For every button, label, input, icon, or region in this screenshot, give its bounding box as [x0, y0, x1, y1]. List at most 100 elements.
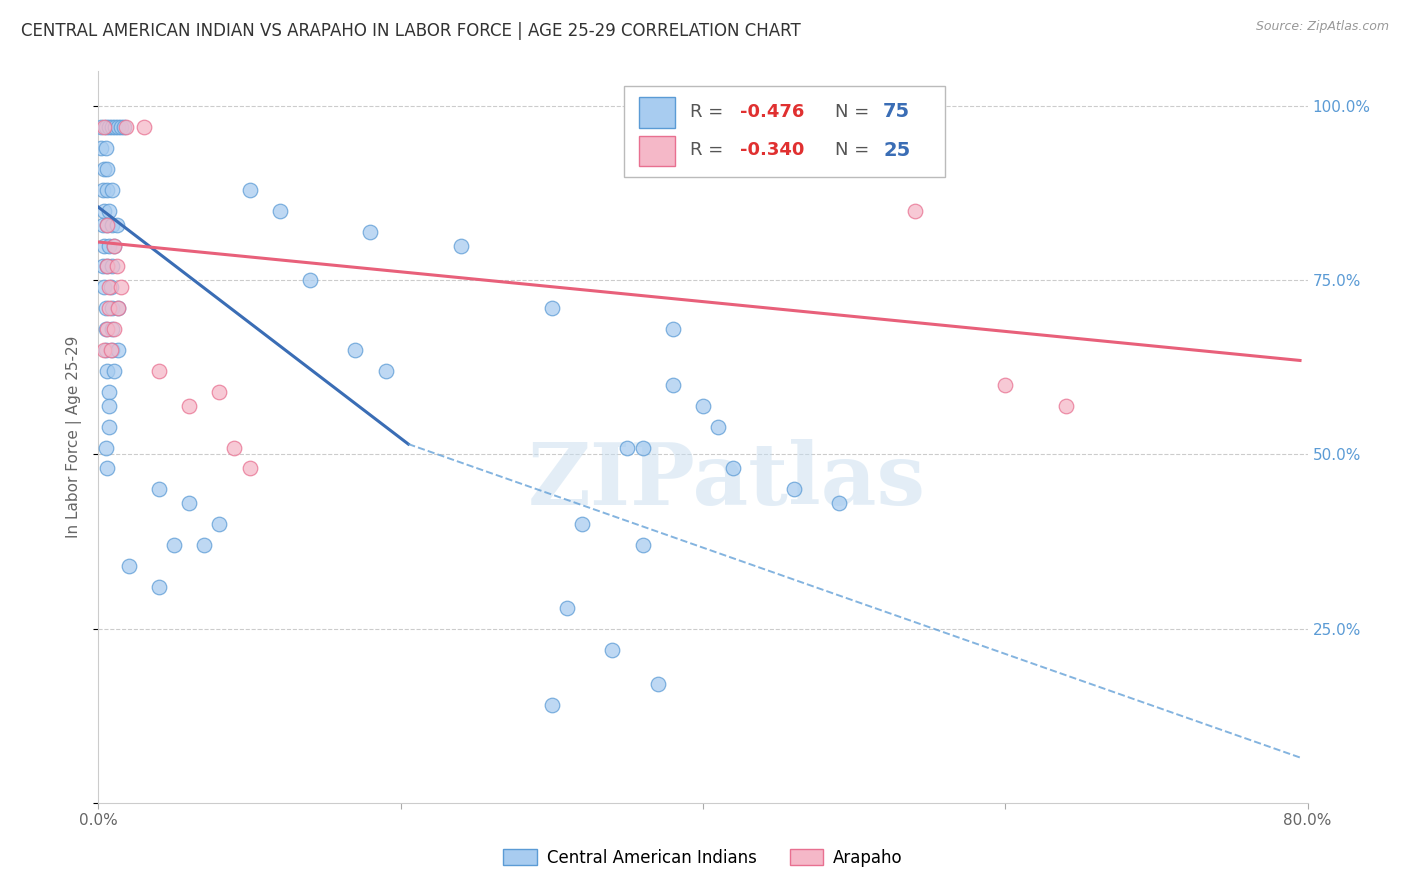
Point: [90, 120, 112, 134]
Point: [118, 558, 141, 573]
Point: [904, 203, 927, 218]
Point: [114, 120, 136, 134]
Point: [98, 120, 121, 134]
Point: [208, 517, 231, 532]
Text: -0.476: -0.476: [741, 103, 804, 120]
Point: [98, 384, 121, 399]
Point: [96, 260, 118, 274]
Point: [103, 322, 125, 336]
Point: [98, 238, 121, 252]
Point: [90, 141, 112, 155]
Point: [148, 364, 170, 378]
Point: [616, 441, 638, 455]
Point: [94, 141, 117, 155]
Point: [179, 399, 201, 413]
Point: [101, 260, 124, 274]
Point: [179, 496, 201, 510]
Point: [94, 343, 117, 357]
Point: [828, 496, 851, 510]
Point: [112, 120, 135, 134]
Point: [631, 441, 654, 455]
Point: [148, 580, 170, 594]
Point: [96, 364, 118, 378]
Point: [110, 280, 132, 294]
Point: [94, 441, 117, 455]
Point: [96, 461, 118, 475]
Point: [94, 301, 117, 316]
Point: [101, 183, 124, 197]
Point: [93, 203, 115, 218]
Point: [96, 183, 118, 197]
Point: [555, 600, 578, 615]
Point: [193, 538, 215, 552]
Legend: Central American Indians, Arapaho: Central American Indians, Arapaho: [495, 840, 911, 875]
Point: [540, 698, 562, 713]
Text: R =: R =: [690, 103, 728, 120]
Point: [374, 364, 396, 378]
Point: [100, 343, 122, 357]
Point: [360, 225, 382, 239]
Point: [571, 517, 593, 532]
Point: [103, 238, 125, 252]
Point: [208, 384, 231, 399]
Point: [96, 218, 118, 232]
FancyBboxPatch shape: [624, 86, 945, 178]
Point: [105, 260, 128, 274]
Point: [91, 218, 114, 232]
Text: CENTRAL AMERICAN INDIAN VS ARAPAHO IN LABOR FORCE | AGE 25-29 CORRELATION CHART: CENTRAL AMERICAN INDIAN VS ARAPAHO IN LA…: [21, 22, 801, 40]
Point: [100, 280, 122, 294]
Point: [96, 161, 118, 176]
Point: [707, 419, 730, 434]
FancyBboxPatch shape: [638, 97, 675, 128]
Point: [1054, 399, 1077, 413]
Point: [239, 183, 262, 197]
Text: N =: N =: [835, 141, 875, 160]
Point: [783, 483, 806, 497]
Y-axis label: In Labor Force | Age 25-29: In Labor Force | Age 25-29: [66, 336, 82, 538]
Point: [91, 260, 114, 274]
Point: [91, 183, 114, 197]
Point: [93, 238, 115, 252]
Point: [98, 301, 121, 316]
Point: [344, 343, 367, 357]
Point: [93, 120, 115, 134]
Point: [94, 322, 117, 336]
Point: [148, 483, 170, 497]
Point: [101, 120, 124, 134]
Point: [631, 538, 654, 552]
Point: [98, 203, 121, 218]
Text: 75: 75: [883, 102, 910, 121]
Point: [93, 343, 115, 357]
Point: [107, 301, 129, 316]
Point: [107, 120, 129, 134]
Point: [662, 322, 685, 336]
Point: [98, 419, 121, 434]
Point: [662, 377, 685, 392]
Point: [101, 322, 124, 336]
Point: [540, 301, 562, 316]
Point: [107, 301, 129, 316]
Text: ZIPatlas: ZIPatlas: [529, 439, 927, 523]
Point: [103, 238, 125, 252]
Point: [104, 120, 127, 134]
Point: [96, 218, 118, 232]
Point: [103, 364, 125, 378]
Point: [450, 238, 472, 252]
Point: [239, 461, 262, 475]
Point: [94, 120, 117, 134]
Point: [101, 343, 124, 357]
Point: [723, 461, 745, 475]
FancyBboxPatch shape: [638, 136, 675, 167]
Point: [110, 120, 132, 134]
Point: [93, 161, 115, 176]
Point: [692, 399, 714, 413]
Point: [93, 280, 115, 294]
Point: [269, 203, 291, 218]
Point: [96, 322, 118, 336]
Point: [96, 260, 118, 274]
Point: [224, 441, 246, 455]
Point: [98, 280, 121, 294]
Point: [299, 273, 322, 287]
Point: [98, 399, 121, 413]
Text: 25: 25: [883, 141, 911, 160]
